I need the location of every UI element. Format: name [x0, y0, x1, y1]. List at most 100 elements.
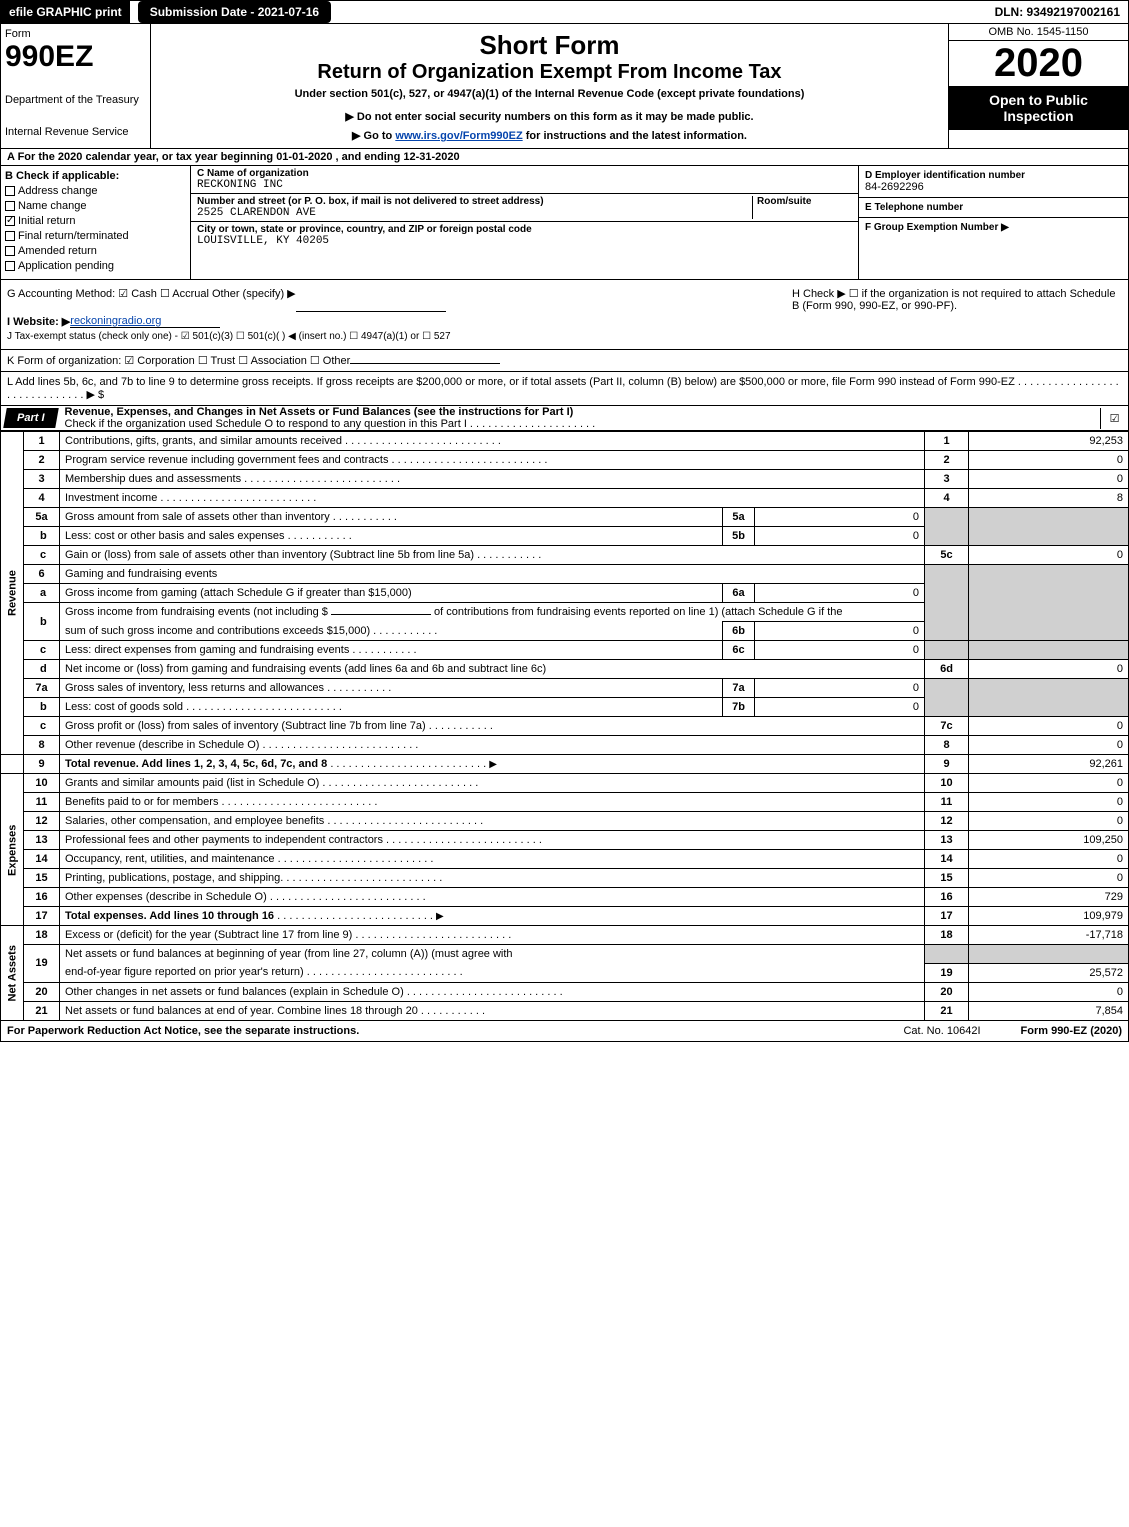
- short-form-title: Short Form: [157, 30, 942, 61]
- line-k-block: K Form of organization: ☑ Corporation ☐ …: [0, 350, 1129, 372]
- meta-block: G Accounting Method: ☑ Cash ☐ Accrual Ot…: [0, 280, 1129, 350]
- ln18-num: 18: [24, 926, 60, 945]
- chk-amended[interactable]: [5, 246, 15, 256]
- ln2-desc: Program service revenue including govern…: [65, 454, 388, 466]
- c-city-label: City or town, state or province, country…: [197, 224, 852, 235]
- ln5a-mini: 5a: [723, 508, 755, 527]
- k-underline[interactable]: [350, 363, 500, 364]
- ln6a-mini: 6a: [723, 584, 755, 603]
- ln6b-blank[interactable]: [331, 614, 431, 615]
- ln19-desc: Net assets or fund balances at beginning…: [60, 945, 925, 964]
- ln7c-col: 7c: [925, 717, 969, 736]
- ln15-desc: Printing, publications, postage, and shi…: [65, 872, 283, 884]
- ln17-col: 17: [925, 907, 969, 926]
- website-link[interactable]: reckoningradio.org: [70, 315, 220, 328]
- box-b: B Check if applicable: Address change Na…: [1, 166, 191, 279]
- line-k: K Form of organization: ☑ Corporation ☐ …: [7, 355, 350, 367]
- c-name-val: RECKONING INC: [197, 179, 852, 191]
- ln13-col: 13: [925, 831, 969, 850]
- lbl-name: Name change: [18, 200, 87, 212]
- ln1-col: 1: [925, 432, 969, 451]
- footer-left: For Paperwork Reduction Act Notice, see …: [7, 1025, 359, 1037]
- ln20-val: 0: [969, 982, 1129, 1001]
- ln6-num: 6: [24, 565, 60, 584]
- shade-6c: [925, 641, 969, 660]
- ln3-desc: Membership dues and assessments: [65, 473, 241, 485]
- ln6b-num: b: [24, 603, 60, 641]
- ln6-desc: Gaming and fundraising events: [60, 565, 925, 584]
- ln5c-col: 5c: [925, 546, 969, 565]
- ln2-val: 0: [969, 451, 1129, 470]
- shade-19: [925, 945, 969, 964]
- f-label: F Group Exemption Number ▶: [865, 222, 1122, 233]
- ln19-num: 19: [24, 945, 60, 983]
- ln2-col: 2: [925, 451, 969, 470]
- ln17-desc: Total expenses. Add lines 10 through 16: [65, 910, 274, 922]
- goto-suffix: for instructions and the latest informat…: [526, 130, 747, 142]
- c-room-label: Room/suite: [757, 196, 852, 207]
- shade-19v: [969, 945, 1129, 964]
- irs-link[interactable]: www.irs.gov/Form990EZ: [395, 130, 522, 142]
- shade-7v: [969, 679, 1129, 717]
- ln3-num: 3: [24, 470, 60, 489]
- omb-number: OMB No. 1545-1150: [949, 24, 1128, 41]
- ln19-desc2: end-of-year figure reported on prior yea…: [65, 966, 304, 978]
- ln20-num: 20: [24, 982, 60, 1001]
- part1-header: Part I Revenue, Expenses, and Changes in…: [0, 406, 1129, 431]
- form-code: 990EZ: [5, 40, 146, 74]
- ln6b-desc2: of contributions from fundraising events…: [434, 606, 842, 618]
- line-j: J Tax-exempt status (check only one) - ☑…: [7, 331, 451, 342]
- ln5c-val: 0: [969, 546, 1129, 565]
- ln9-val: 92,261: [969, 755, 1129, 774]
- ln4-val: 8: [969, 489, 1129, 508]
- ln4-col: 4: [925, 489, 969, 508]
- chk-address[interactable]: [5, 186, 15, 196]
- org-block: B Check if applicable: Address change Na…: [0, 166, 1129, 280]
- ln21-num: 21: [24, 1001, 60, 1020]
- part1-checkbox[interactable]: ☑: [1100, 408, 1128, 429]
- footer-mid: Cat. No. 10642I: [903, 1025, 980, 1037]
- line-l: L Add lines 5b, 6c, and 7b to line 9 to …: [0, 372, 1129, 406]
- ln3-val: 0: [969, 470, 1129, 489]
- ln5a-num: 5a: [24, 508, 60, 527]
- ln16-num: 16: [24, 888, 60, 907]
- ln7c-desc: Gross profit or (loss) from sales of inv…: [65, 720, 426, 732]
- ln7c-val: 0: [969, 717, 1129, 736]
- ln20-desc: Other changes in net assets or fund bala…: [65, 986, 404, 998]
- open-public: Open to Public Inspection: [949, 86, 1128, 130]
- ln12-num: 12: [24, 812, 60, 831]
- ln5b-minival: 0: [755, 527, 925, 546]
- ln11-val: 0: [969, 793, 1129, 812]
- g-underline[interactable]: [296, 287, 446, 312]
- dept-treasury: Department of the Treasury: [5, 94, 146, 106]
- d-label: D Employer identification number: [865, 170, 1122, 181]
- ln9-num: 9: [24, 755, 60, 774]
- under-section: Under section 501(c), 527, or 4947(a)(1)…: [157, 88, 942, 100]
- shade-5: [925, 508, 969, 546]
- ln6c-desc: Less: direct expenses from gaming and fu…: [65, 644, 349, 656]
- chk-final[interactable]: [5, 231, 15, 241]
- ln13-desc: Professional fees and other payments to …: [65, 834, 383, 846]
- chk-pending[interactable]: [5, 261, 15, 271]
- ln5b-desc: Less: cost or other basis and sales expe…: [65, 530, 285, 542]
- shade-7: [925, 679, 969, 717]
- ln12-desc: Salaries, other compensation, and employ…: [65, 815, 324, 827]
- lbl-final: Final return/terminated: [18, 230, 129, 242]
- ln1-num: 1: [24, 432, 60, 451]
- lbl-amended: Amended return: [18, 245, 97, 257]
- return-title: Return of Organization Exempt From Incom…: [157, 61, 942, 84]
- ln6c-num: c: [24, 641, 60, 660]
- c-name-label: C Name of organization: [197, 168, 852, 179]
- ln1-desc: Contributions, gifts, grants, and simila…: [65, 435, 342, 447]
- ln6b-minival: 0: [755, 622, 925, 641]
- ln8-col: 8: [925, 736, 969, 755]
- chk-name[interactable]: [5, 201, 15, 211]
- ln7a-minival: 0: [755, 679, 925, 698]
- goto-line: ▶ Go to www.irs.gov/Form990EZ for instru…: [157, 129, 942, 142]
- efile-label[interactable]: efile GRAPHIC print: [1, 1, 130, 23]
- ssn-note: ▶ Do not enter social security numbers o…: [157, 110, 942, 123]
- chk-initial[interactable]: [5, 216, 15, 226]
- tax-year: 2020: [949, 41, 1128, 86]
- ln15-val: 0: [969, 869, 1129, 888]
- c-addr-val: 2525 CLARENDON AVE: [197, 207, 752, 219]
